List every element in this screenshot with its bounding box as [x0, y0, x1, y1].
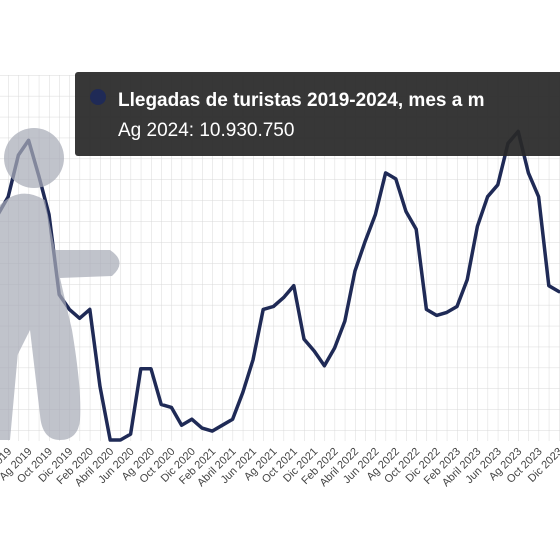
tooltip-box — [75, 72, 560, 156]
tooltip: Llegadas de turistas 2019-2024, mes a m … — [75, 72, 560, 156]
walker-icon — [0, 128, 120, 440]
line — [0, 129, 560, 442]
tooltip-swatch — [90, 89, 106, 105]
tooltip-value: Ag 2024: 10.930.750 — [118, 120, 294, 141]
tooltip-series: Llegadas de turistas 2019-2024, mes a m — [118, 90, 484, 111]
